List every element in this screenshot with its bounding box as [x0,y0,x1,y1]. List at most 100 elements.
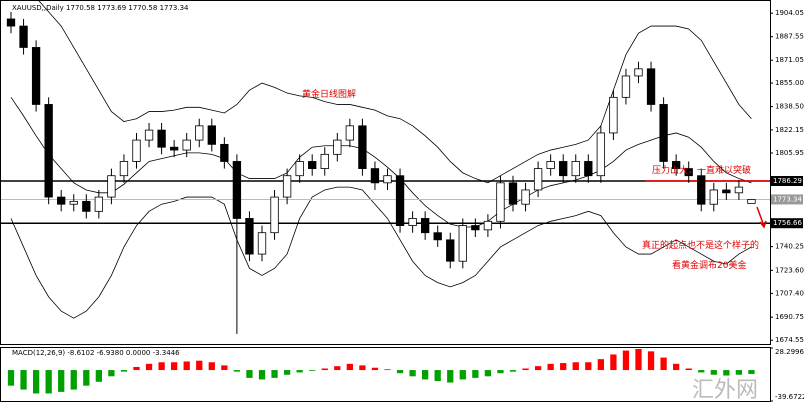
macd-bar [233,370,241,372]
macd-bar [723,370,730,376]
macd-bar [735,370,743,375]
candle-body [107,175,116,198]
macd-bar [145,363,153,371]
candle-body [169,146,179,151]
macd-bar [45,370,52,394]
macd-bar [133,366,140,371]
macd-bar [484,370,492,377]
main-frame [0,0,771,345]
candle-body [94,196,104,212]
macd-bar [171,362,178,371]
macd-bar [673,363,680,371]
macd-bar [685,368,692,371]
macd-bar [422,370,429,380]
macd-bar [384,369,391,371]
candle-body [245,218,254,255]
macd-bar [396,370,404,374]
candle-body [446,239,455,262]
y-tick-label: 1871.05 [775,56,804,64]
candle-body [533,168,543,191]
candle-body [734,186,744,194]
candle-body [420,218,430,234]
macd-bar [70,370,77,390]
candle-body [671,161,681,169]
candle-body [659,104,668,162]
candle-body [282,175,292,198]
bollinger-band [10,97,752,228]
annotation: 真正的起点也不是这个样子的 [642,241,760,251]
candle-body [358,125,367,169]
candle-body [609,96,618,134]
header: XAUUSD,,Daily 1770.58 1773.69 1770.58 17… [12,4,189,12]
price-label-box [771,194,803,205]
candle-body [433,232,442,241]
macd-bar [346,363,353,371]
y-tick-label: 1904.05 [775,9,804,17]
candle-body [82,200,91,212]
candle-body [44,104,53,198]
macd-bar [447,370,454,383]
macd-bar [610,354,617,371]
candle-body [182,139,191,151]
candle-body [383,175,392,184]
macd-bar [534,366,542,371]
macd-bar [258,370,266,380]
macd-bar [522,368,529,371]
y-tick-label: 1805.95 [775,149,804,157]
candle-body [57,196,66,205]
candle-body [345,125,355,141]
candle-body [69,200,78,205]
macd-bar [334,366,341,371]
macd-label: MACD(12,26,9) -8.6102 -6.9380 0.0000 -3.… [12,349,180,357]
bollinger-band [37,0,752,184]
price-label: 1786.29 [773,177,802,185]
candle-body [496,182,505,222]
macd-bar [208,362,215,371]
candle-body [295,161,304,177]
macd-bar [748,370,755,374]
macd-bar [58,370,65,392]
price-label: 1773.34 [773,195,802,203]
macd-bar [83,370,90,386]
candle-body [132,139,141,162]
macd-tick-label: -39.6722 [775,393,804,401]
macd-bar [20,370,27,390]
candle-body [508,182,518,205]
candle-body [559,161,568,177]
macd-bar [647,351,655,371]
candle-body [571,161,580,177]
candle-body [722,189,731,194]
macd-bar [32,370,40,394]
macd-bar [635,349,642,371]
macd-bar [183,361,190,371]
macd-bar [497,370,504,374]
candle-body [370,168,380,184]
candle-body [408,218,417,226]
macd-bar [597,359,604,371]
macd-bar [359,365,366,371]
macd-bar [108,370,115,377]
y-tick-label: 1690.75 [775,313,804,321]
macd-bar [660,357,667,371]
candle-body [6,18,16,27]
macd-bar [434,370,441,381]
candle-body [395,175,405,226]
macd-bar [585,362,592,371]
candle-body [232,161,242,219]
y-tick-label: 1887.55 [775,33,804,41]
macd-tick-label: 28.2996 [775,348,804,356]
macd-bar [698,370,705,373]
candle-body [747,199,756,204]
macd-bar [560,363,567,371]
macd-bar [271,370,278,378]
candle-body [697,175,706,205]
candle-body [320,153,329,169]
macd-bar [472,370,479,378]
macd-bar [459,370,466,380]
candle-body [646,68,656,105]
candle-body [621,75,631,98]
candle-body [195,125,204,141]
y-tick-label: 1707.40 [775,289,804,297]
candle-body [483,220,493,231]
